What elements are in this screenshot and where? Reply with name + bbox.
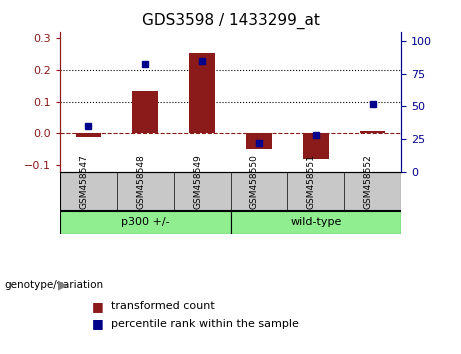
Text: wild-type: wild-type — [290, 217, 342, 227]
Text: percentile rank within the sample: percentile rank within the sample — [111, 319, 299, 329]
Text: ■: ■ — [92, 318, 104, 330]
Text: GSM458547: GSM458547 — [79, 154, 89, 209]
Text: genotype/variation: genotype/variation — [5, 280, 104, 290]
Bar — [303, 133, 329, 160]
Text: GSM458552: GSM458552 — [364, 154, 372, 209]
Text: GSM458549: GSM458549 — [193, 154, 202, 209]
Text: GSM458548: GSM458548 — [136, 154, 145, 209]
Bar — [246, 133, 272, 149]
Text: p300 +/-: p300 +/- — [121, 217, 170, 227]
Bar — [60, 172, 401, 210]
Text: transformed count: transformed count — [111, 301, 214, 311]
Bar — [60, 211, 230, 234]
Text: GSM458550: GSM458550 — [250, 154, 259, 209]
Text: GSM458551: GSM458551 — [307, 154, 316, 209]
Bar — [189, 53, 215, 133]
Bar — [76, 133, 101, 137]
Text: ▶: ▶ — [58, 279, 67, 291]
Bar — [230, 211, 401, 234]
Bar — [132, 91, 158, 133]
Bar — [360, 131, 385, 133]
Text: ■: ■ — [92, 300, 104, 313]
Title: GDS3598 / 1433299_at: GDS3598 / 1433299_at — [142, 13, 319, 29]
